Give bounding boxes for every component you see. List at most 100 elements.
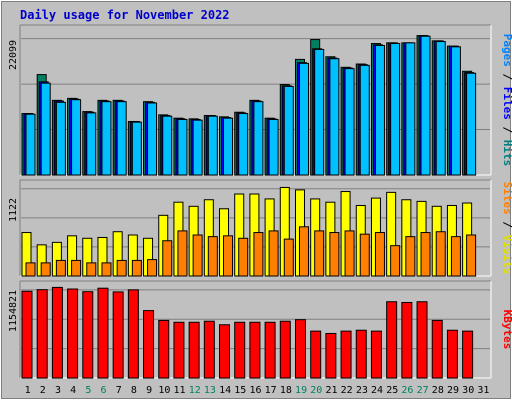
bar-pages-day-26 <box>405 42 416 176</box>
x-tick-day-14: 14 <box>219 385 231 396</box>
bar-pages-day-24 <box>374 45 385 176</box>
bar-kbytes-day-13 <box>203 320 215 379</box>
x-tick-day-13: 13 <box>204 385 216 396</box>
x-tick-day-7: 7 <box>116 385 122 396</box>
x-tick-day-26: 26 <box>401 385 413 396</box>
bar-pages-day-1 <box>25 113 36 176</box>
bar-kbytes-day-6 <box>97 287 109 379</box>
legend-entry: Hits <box>501 140 512 167</box>
x-tick-day-8: 8 <box>131 385 137 396</box>
bar-sites-day-19 <box>298 226 309 277</box>
bar-pages-day-10 <box>162 115 173 176</box>
legend-entry: Visits <box>501 235 512 275</box>
x-tick-day-10: 10 <box>158 385 170 396</box>
bar-sites-day-10 <box>162 240 173 277</box>
bar-kbytes-day-27 <box>416 301 428 379</box>
x-tick-day-28: 28 <box>432 385 444 396</box>
bar-sites-day-28 <box>435 231 446 277</box>
bar-kbytes-day-28 <box>431 319 443 379</box>
bar-sites-day-30 <box>466 234 477 277</box>
bar-pages-day-20 <box>314 48 325 176</box>
bar-sites-day-5 <box>86 262 97 277</box>
bar-kbytes-day-15 <box>234 321 246 379</box>
bar-sites-day-14 <box>223 235 234 277</box>
bar-kbytes-day-7 <box>112 291 124 379</box>
bar-pages-day-21 <box>329 58 340 176</box>
bar-sites-day-24 <box>374 232 385 277</box>
x-tick-day-3: 3 <box>55 385 61 396</box>
bar-pages-day-6 <box>101 101 112 176</box>
panel-visits-sites-legend: Sites / Visits <box>501 182 512 275</box>
legend-entry: / <box>501 120 512 140</box>
bar-pages-day-3 <box>55 101 66 176</box>
panel-pages-files-hits-legend: Pages / Files / Hits <box>501 34 512 167</box>
bar-sites-day-6 <box>101 262 112 277</box>
bar-kbytes-day-17 <box>264 321 276 379</box>
bar-kbytes-day-5 <box>82 291 94 379</box>
bar-pages-day-12 <box>192 119 203 176</box>
bar-sites-day-16 <box>253 232 264 277</box>
bar-pages-day-29 <box>450 46 461 176</box>
bar-kbytes-day-19 <box>294 319 306 379</box>
x-tick-day-2: 2 <box>40 385 46 396</box>
panel-pages-files-hits-ymax-label: 22099 <box>8 40 19 70</box>
bar-kbytes-day-24 <box>370 330 382 379</box>
bar-sites-day-8 <box>131 259 142 277</box>
bar-pages-day-30 <box>466 72 477 176</box>
bar-kbytes-day-4 <box>67 288 79 379</box>
bar-pages-day-19 <box>298 62 309 176</box>
bar-sites-day-18 <box>283 238 294 277</box>
bar-kbytes-day-25 <box>386 301 398 379</box>
bar-sites-day-15 <box>238 237 249 277</box>
panel-visits-sites-ymax-label: 1122 <box>8 198 19 222</box>
bar-kbytes-day-26 <box>401 301 413 379</box>
bar-sites-day-9 <box>147 259 158 277</box>
bar-sites-day-1 <box>25 262 36 277</box>
bar-kbytes-day-9 <box>143 310 155 379</box>
x-tick-day-6: 6 <box>101 385 107 396</box>
bar-pages-day-7 <box>116 101 127 176</box>
bar-sites-day-7 <box>116 259 127 277</box>
x-tick-day-19: 19 <box>295 385 307 396</box>
bar-kbytes-day-8 <box>127 289 139 379</box>
bar-pages-day-16 <box>253 101 264 176</box>
x-tick-day-1: 1 <box>25 385 31 396</box>
bar-kbytes-day-14 <box>219 324 231 379</box>
x-tick-day-12: 12 <box>189 385 201 396</box>
bar-kbytes-day-3 <box>51 286 63 379</box>
x-tick-day-15: 15 <box>234 385 246 396</box>
bar-sites-day-13 <box>207 236 218 277</box>
bar-kbytes-day-16 <box>249 321 261 379</box>
bar-sites-day-29 <box>450 236 461 277</box>
bar-pages-day-14 <box>223 117 234 176</box>
x-tick-day-17: 17 <box>265 385 277 396</box>
x-tick-day-5: 5 <box>85 385 91 396</box>
x-tick-day-20: 20 <box>310 385 322 396</box>
bar-pages-day-23 <box>359 64 370 176</box>
bar-kbytes-day-22 <box>340 330 352 379</box>
panel-kbytes-ymax-label: 1154821 <box>8 290 19 332</box>
x-tick-day-24: 24 <box>371 385 383 396</box>
bar-sites-day-21 <box>329 232 340 277</box>
bar-pages-day-25 <box>390 43 401 176</box>
x-tick-day-22: 22 <box>341 385 353 396</box>
x-tick-day-31: 31 <box>477 385 489 396</box>
bar-kbytes-day-2 <box>36 289 48 379</box>
x-tick-day-27: 27 <box>417 385 429 396</box>
chart-title: Daily usage for November 2022 <box>20 8 230 22</box>
bar-sites-day-27 <box>420 232 431 277</box>
bar-sites-day-11 <box>177 230 188 277</box>
bar-kbytes-day-21 <box>325 332 337 379</box>
bar-pages-day-2 <box>40 82 51 176</box>
x-tick-day-29: 29 <box>447 385 459 396</box>
bar-kbytes-day-11 <box>173 321 185 379</box>
legend-entry: Sites <box>501 182 512 215</box>
legend-entry: / <box>501 215 512 235</box>
x-tick-day-21: 21 <box>325 385 337 396</box>
bar-pages-day-17 <box>268 119 279 176</box>
bar-pages-day-9 <box>147 102 158 176</box>
bar-kbytes-day-23 <box>355 329 367 379</box>
bar-pages-day-22 <box>344 68 355 176</box>
